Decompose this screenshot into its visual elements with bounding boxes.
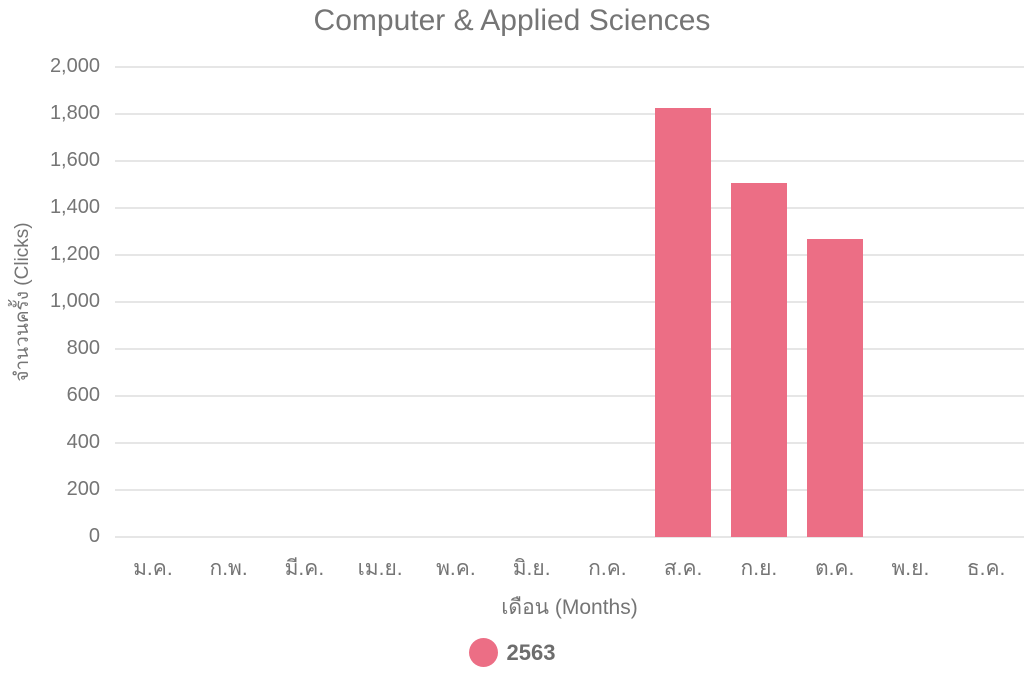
x-axis-tick-label: พ.ย. — [891, 557, 930, 580]
plot-area — [115, 66, 1024, 538]
legend: 2563 — [0, 638, 1024, 667]
bar[interactable] — [806, 238, 863, 537]
gridline — [115, 254, 1024, 256]
gridline — [115, 66, 1024, 68]
legend-label: 2563 — [506, 640, 556, 665]
x-axis-tick-label: ส.ค. — [663, 557, 703, 580]
y-axis-tick-label: 1,600 — [49, 149, 100, 171]
y-axis-tick-label: 400 — [66, 431, 100, 453]
x-axis-tick-label: ก.ค. — [588, 557, 627, 580]
y-axis-tick-label: 1,800 — [49, 102, 100, 124]
x-axis-tick-label: มิ.ย. — [512, 557, 551, 580]
y-axis-tick-label: 600 — [66, 384, 100, 406]
y-axis-tick-label: 200 — [66, 478, 100, 500]
y-axis-tick-label: 2,000 — [49, 55, 100, 77]
y-axis-tick-label: 1,000 — [49, 290, 100, 312]
legend-item[interactable]: 2563 — [468, 638, 556, 667]
x-axis-title: เดือน (Months) — [501, 596, 638, 619]
gridline — [115, 395, 1024, 397]
x-axis-tick-label: ต.ค. — [814, 557, 855, 580]
gridline — [115, 301, 1024, 303]
x-axis-tick-label: มี.ค. — [284, 557, 325, 580]
gridline — [115, 442, 1024, 444]
x-axis-tick-label: ก.ย. — [740, 557, 778, 580]
x-axis-tick-label: ธ.ค. — [966, 557, 1006, 580]
y-axis-tick-label: 0 — [88, 525, 100, 547]
x-axis-tick-label: พ.ค. — [436, 557, 476, 580]
bar[interactable] — [730, 183, 787, 537]
x-axis-tick-label: ก.พ. — [209, 557, 248, 580]
bar[interactable] — [655, 108, 712, 537]
gridline — [115, 207, 1024, 209]
gridline — [115, 489, 1024, 491]
y-axis-tick-label: 800 — [66, 337, 100, 359]
chart-title: Computer & Applied Sciences — [313, 4, 711, 37]
gridline — [115, 348, 1024, 350]
x-axis-tick-label: ม.ค. — [133, 557, 173, 580]
y-axis-tick-label: 1,200 — [49, 243, 100, 265]
gridline — [115, 160, 1024, 162]
gridline — [115, 536, 1024, 538]
gridline — [115, 113, 1024, 115]
y-axis-tick-label: 1,400 — [49, 196, 100, 218]
x-axis-tick-label: เม.ย. — [357, 557, 403, 580]
legend-swatch-icon — [468, 638, 498, 667]
